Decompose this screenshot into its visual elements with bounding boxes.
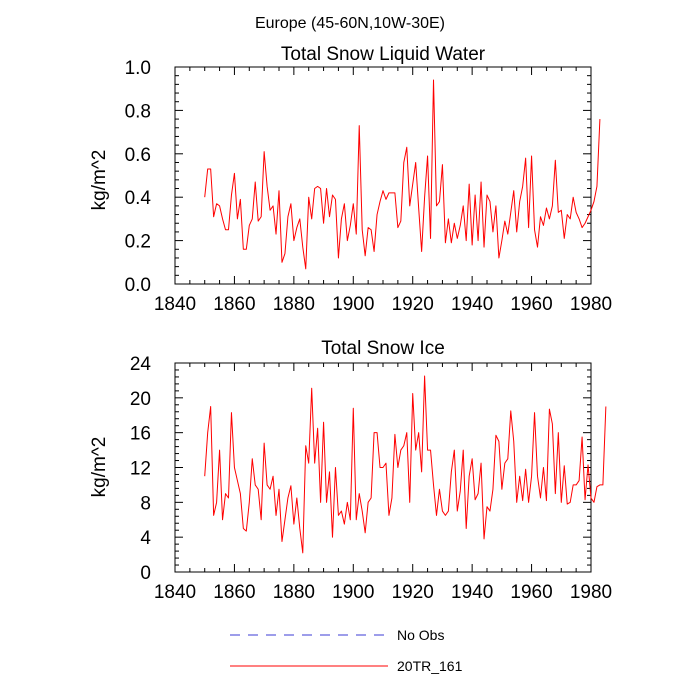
x-tick-label: 1840 xyxy=(154,582,196,603)
series-line-20tr-161 xyxy=(204,79,601,270)
x-tick-label: 1900 xyxy=(332,582,374,603)
x-tick-label: 1980 xyxy=(570,582,612,603)
x-tick-label: 1920 xyxy=(392,294,434,315)
y-tick-label: 0.4 xyxy=(125,188,152,209)
figure-title: Europe (45-60N,10W-30E) xyxy=(255,15,445,32)
x-tick-label: 1880 xyxy=(273,294,315,315)
x-tick-label: 1900 xyxy=(332,294,374,315)
legend-label-no-obs: No Obs xyxy=(397,627,444,643)
y-tick-label: 0.2 xyxy=(125,232,151,253)
legend: No Obs 20TR_161 xyxy=(230,627,463,674)
series-line-20tr-161 xyxy=(204,375,607,554)
y-tick-label: 12 xyxy=(130,459,151,480)
x-tick-label: 1840 xyxy=(154,294,196,315)
plot-title-snow-ice: Total Snow Ice xyxy=(321,338,445,359)
x-tick-label: 1940 xyxy=(451,582,493,603)
y-tick-label: 16 xyxy=(130,424,151,445)
x-tick-label: 1920 xyxy=(392,582,434,603)
y-tick-label: 0.0 xyxy=(125,275,151,296)
y-tick-label: 0.8 xyxy=(125,101,151,122)
plot-title-liquid-water: Total Snow Liquid Water xyxy=(281,44,486,65)
y-axis-label: kg/m^2 xyxy=(89,150,110,211)
y-tick-label: 20 xyxy=(130,389,151,410)
y-tick-label: 0.6 xyxy=(125,145,151,166)
x-tick-label: 1880 xyxy=(273,582,315,603)
x-tick-label: 1860 xyxy=(213,294,255,315)
y-axis-label: kg/m^2 xyxy=(89,437,110,498)
plot-frame xyxy=(174,66,592,285)
y-tick-label: 0 xyxy=(140,563,151,584)
x-tick-label: 1960 xyxy=(510,294,552,315)
x-tick-label: 1980 xyxy=(570,294,612,315)
y-tick-label: 8 xyxy=(140,493,151,514)
y-tick-label: 4 xyxy=(140,528,151,549)
x-tick-label: 1940 xyxy=(451,294,493,315)
legend-label-20tr-161: 20TR_161 xyxy=(397,658,463,674)
x-tick-label: 1960 xyxy=(510,582,552,603)
y-tick-label: 1.0 xyxy=(125,58,151,79)
panel-snow-liquid-water: Total Snow Liquid Water kg/m^2 1840 1860 1… xyxy=(89,44,612,315)
y-tick-label: 24 xyxy=(130,354,152,375)
x-tick-label: 1860 xyxy=(213,582,255,603)
panel-snow-ice: Total Snow Ice kg/m^2 1840 1860 1880 1900 19… xyxy=(89,338,612,603)
